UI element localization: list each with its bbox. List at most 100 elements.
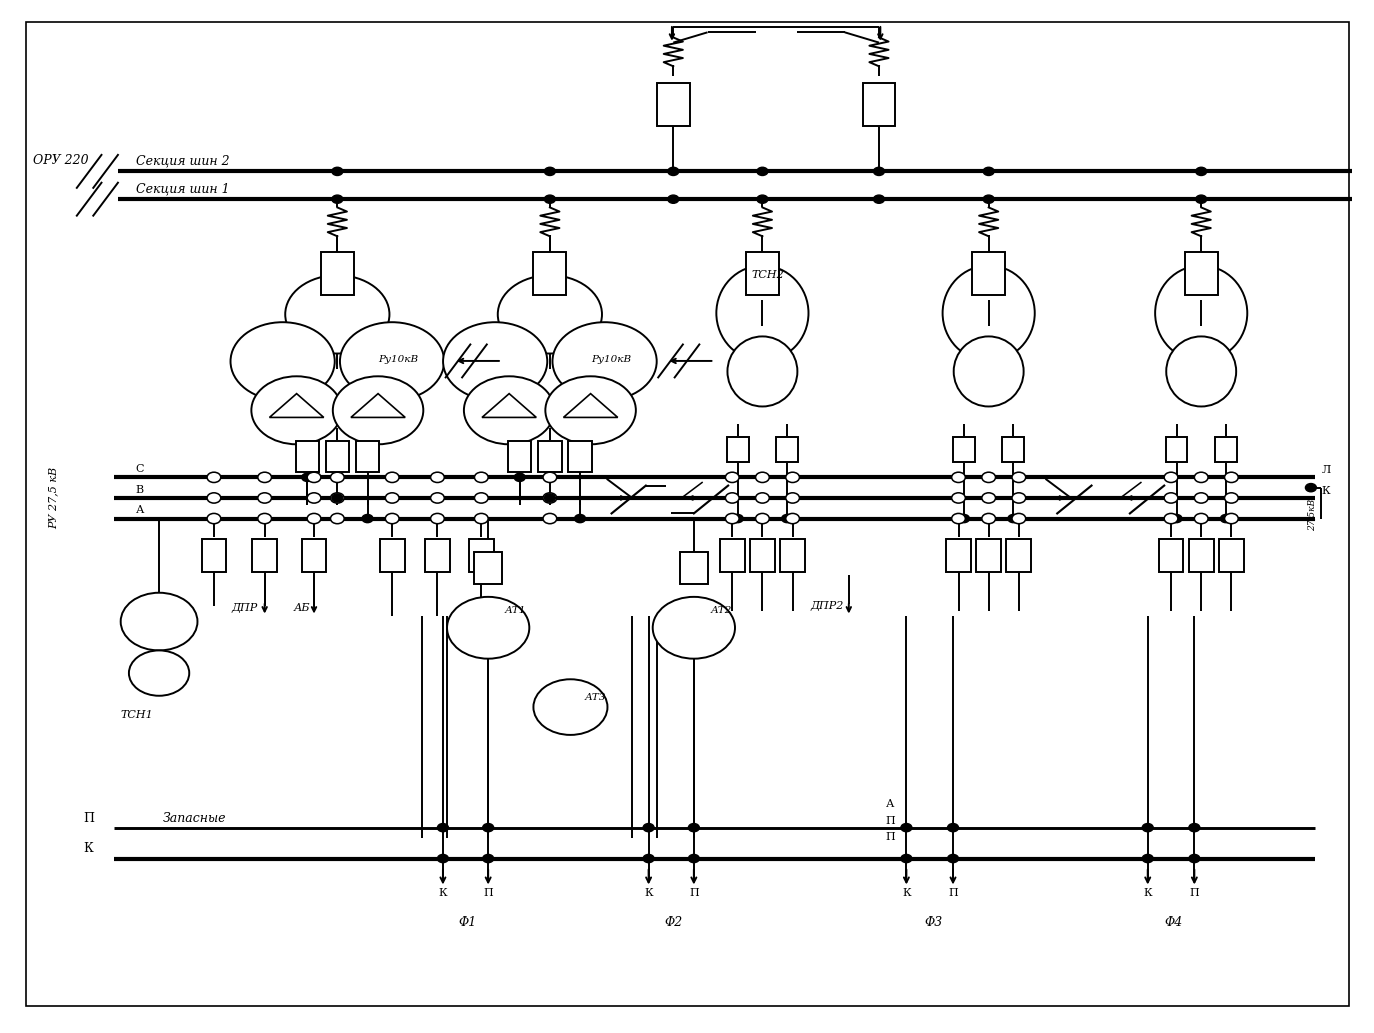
Text: ТСН2: ТСН2 [752,270,785,280]
Circle shape [1013,513,1026,524]
Circle shape [948,854,959,863]
Text: П: П [948,887,958,898]
Circle shape [339,322,444,401]
Bar [326,441,349,472]
Circle shape [286,275,389,353]
Text: ДПР: ДПР [232,603,258,614]
Ellipse shape [727,337,797,406]
Polygon shape [269,394,324,417]
Circle shape [430,493,444,503]
Text: С: С [136,464,144,474]
Circle shape [308,513,322,524]
Circle shape [1195,494,1206,502]
Text: К: К [1322,486,1330,496]
Circle shape [959,514,970,523]
Circle shape [308,493,322,503]
Bar [947,539,971,572]
Text: Ру10кВ: Ру10кВ [591,355,631,364]
Text: Φ1: Φ1 [459,915,477,929]
Circle shape [258,493,272,503]
Bar [1189,539,1213,572]
Bar [295,441,319,472]
Text: А: А [886,800,894,809]
Circle shape [1220,514,1231,523]
Circle shape [333,195,344,204]
Circle shape [688,823,699,832]
Circle shape [545,376,636,444]
Circle shape [514,473,525,481]
Bar [973,252,1006,295]
Text: П: П [886,832,896,842]
Text: Ру10кВ: Ру10кВ [378,355,419,364]
Circle shape [1195,167,1206,176]
Ellipse shape [1156,265,1248,361]
Bar [776,437,798,463]
Circle shape [984,514,995,523]
Bar [746,252,779,295]
Circle shape [544,494,555,502]
Circle shape [756,493,769,503]
Circle shape [482,823,493,832]
Circle shape [948,823,959,832]
Circle shape [782,514,793,523]
Circle shape [786,472,800,482]
Bar [1158,539,1183,572]
Circle shape [464,376,554,444]
Circle shape [533,680,607,734]
Circle shape [984,167,995,176]
Circle shape [1305,483,1316,492]
Text: П: П [1190,887,1200,898]
Text: Φ2: Φ2 [664,915,683,929]
Circle shape [668,167,679,176]
Circle shape [1194,513,1208,524]
Circle shape [668,195,679,204]
Circle shape [1013,493,1026,503]
Circle shape [757,514,768,523]
Bar [322,252,353,295]
Text: А: А [136,505,144,515]
Circle shape [1224,493,1238,503]
Circle shape [643,854,654,863]
Circle shape [447,597,529,659]
Circle shape [333,167,344,176]
Bar [727,437,749,463]
Circle shape [333,376,423,444]
Text: АБ: АБ [294,603,311,614]
Circle shape [1013,472,1026,482]
Bar [569,441,592,472]
Bar [977,539,1002,572]
Circle shape [258,513,272,524]
Text: ОРУ 220: ОРУ 220 [33,154,88,167]
Bar [720,539,745,572]
Text: РУ 27,5 кВ: РУ 27,5 кВ [48,467,59,529]
Text: П: П [84,812,95,824]
Bar [954,437,976,463]
Circle shape [1194,472,1208,482]
Circle shape [442,322,547,401]
Circle shape [756,472,769,482]
Circle shape [1194,493,1208,503]
Circle shape [1164,513,1178,524]
Circle shape [207,493,221,503]
Bar [253,539,278,572]
Text: Секция шин 2: Секция шин 2 [136,154,229,167]
Circle shape [437,823,448,832]
Polygon shape [563,394,618,417]
Bar [202,539,227,572]
Circle shape [207,472,221,482]
Circle shape [574,514,585,523]
Circle shape [129,651,190,696]
Text: ДПР2: ДПР2 [811,601,844,612]
Circle shape [1171,514,1182,523]
Ellipse shape [954,337,1024,406]
Circle shape [497,275,602,353]
Circle shape [984,494,995,502]
Bar [539,441,562,472]
Circle shape [430,513,444,524]
Circle shape [1224,472,1238,482]
Circle shape [544,167,555,176]
Bar [1165,437,1187,463]
Circle shape [207,513,221,524]
Circle shape [984,473,995,481]
Text: К: К [903,887,911,898]
